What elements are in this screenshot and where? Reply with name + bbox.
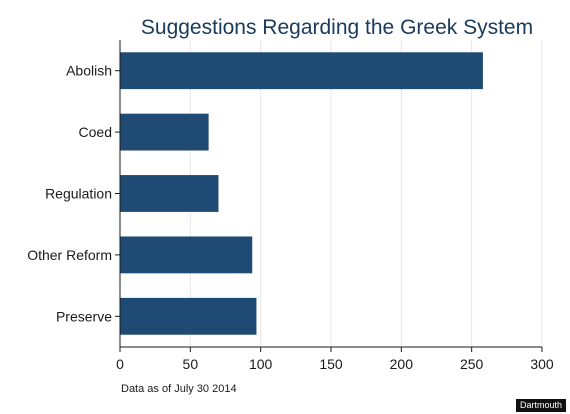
x-tick-label: 250 xyxy=(460,356,484,372)
chart-title: Suggestions Regarding the Greek System xyxy=(141,16,533,39)
category-label: Other Reform xyxy=(27,247,112,263)
bar-coed xyxy=(120,113,209,151)
x-tick-layer: 0 50 100 150 200 250 300 xyxy=(116,347,554,372)
x-tick-label: 300 xyxy=(530,356,554,372)
category-label: Preserve xyxy=(56,308,112,324)
bar-layer xyxy=(120,52,483,335)
category-label: Coed xyxy=(79,124,112,140)
x-tick-label: 150 xyxy=(319,356,343,372)
x-tick-label: 100 xyxy=(249,356,273,372)
category-label: Abolish xyxy=(66,63,112,79)
category-label: Regulation xyxy=(45,186,112,202)
bar-abolish xyxy=(120,52,483,90)
data-note: Data as of July 30 2014 xyxy=(121,383,237,395)
bar-other-reform xyxy=(120,236,253,274)
x-tick-label: 0 xyxy=(116,356,124,372)
x-tick-label: 200 xyxy=(390,356,414,372)
bar-preserve xyxy=(120,297,257,335)
category-label-layer: Abolish Coed Regulation Other Reform Preserv… xyxy=(27,63,120,324)
bar-regulation xyxy=(120,175,219,212)
dartmouth-watermark: Dartmouth xyxy=(515,399,566,412)
grid-layer xyxy=(189,40,543,347)
x-tick-label: 50 xyxy=(183,356,199,372)
